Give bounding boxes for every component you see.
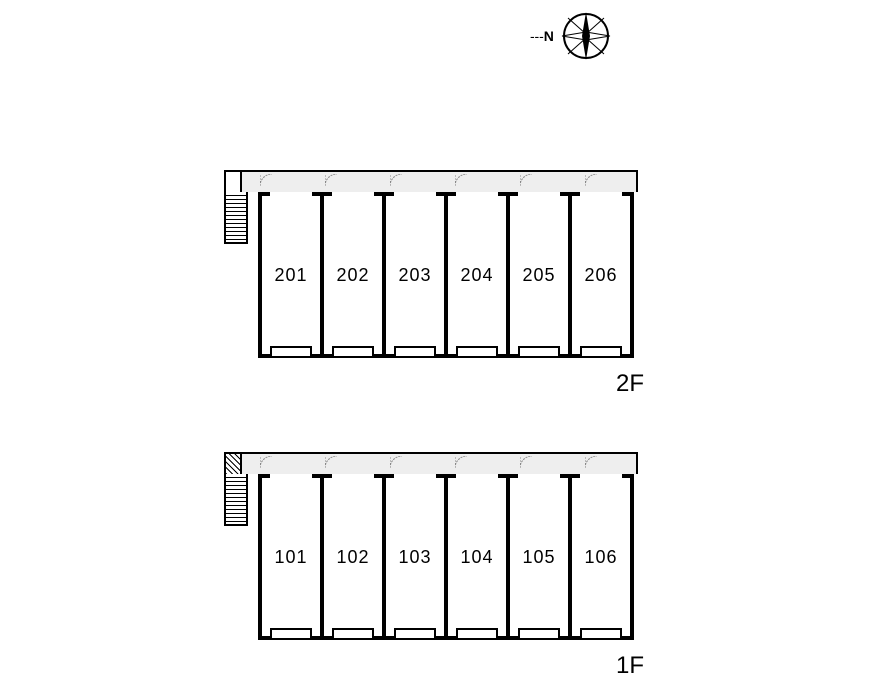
unit-205: 205 xyxy=(510,196,572,354)
unit-102: 102 xyxy=(324,478,386,636)
unit-201: 201 xyxy=(262,196,324,354)
window-sill xyxy=(518,346,560,358)
door-icon xyxy=(390,456,408,468)
unit-106: 106 xyxy=(572,478,630,636)
compass: - - - N xyxy=(530,8,614,64)
unit-label: 206 xyxy=(584,265,617,286)
door-icon xyxy=(585,456,603,468)
door-icon xyxy=(520,456,538,468)
door-icon xyxy=(260,456,278,468)
unit-label: 105 xyxy=(522,547,555,568)
window-sill xyxy=(270,628,312,640)
door-icon xyxy=(325,174,343,186)
unit-label: 205 xyxy=(522,265,555,286)
window-sill xyxy=(456,628,498,640)
window-sill xyxy=(332,346,374,358)
doors-row-2f xyxy=(260,174,603,186)
unit-label: 202 xyxy=(336,265,369,286)
unit-label: 102 xyxy=(336,547,369,568)
compass-rose-icon xyxy=(558,8,614,64)
window-sill xyxy=(394,628,436,640)
floor-label-2f: 2F xyxy=(616,370,644,398)
door-icon xyxy=(455,174,473,186)
unit-label: 104 xyxy=(460,547,493,568)
unit-label: 101 xyxy=(274,547,307,568)
unit-label: 103 xyxy=(398,547,431,568)
window-sill xyxy=(332,628,374,640)
unit-105: 105 xyxy=(510,478,572,636)
unit-103: 103 xyxy=(386,478,448,636)
window-sill xyxy=(456,346,498,358)
unit-206: 206 xyxy=(572,196,630,354)
doors-row-1f xyxy=(260,456,603,468)
window-sill xyxy=(270,346,312,358)
door-icon xyxy=(585,174,603,186)
door-icon xyxy=(520,174,538,186)
stairs-1f xyxy=(224,474,248,526)
window-sill xyxy=(518,628,560,640)
window-sill xyxy=(580,628,622,640)
door-icon xyxy=(325,456,343,468)
compass-north-letter: N xyxy=(544,28,554,44)
unit-104: 104 xyxy=(448,478,510,636)
door-icon xyxy=(390,174,408,186)
floor-label-1f: 1F xyxy=(616,652,644,680)
stairs-2f xyxy=(224,192,248,244)
unit-label: 204 xyxy=(460,265,493,286)
unit-204: 204 xyxy=(448,196,510,354)
unit-203: 203 xyxy=(386,196,448,354)
unit-label: 106 xyxy=(584,547,617,568)
unit-label: 203 xyxy=(398,265,431,286)
unit-label: 201 xyxy=(274,265,307,286)
compass-dashes: - - - xyxy=(530,28,542,44)
units-row-2f: 201 202 203 204 205 206 xyxy=(258,192,634,358)
door-icon xyxy=(455,456,473,468)
unit-202: 202 xyxy=(324,196,386,354)
door-icon xyxy=(260,174,278,186)
window-sill xyxy=(394,346,436,358)
unit-101: 101 xyxy=(262,478,324,636)
units-row-1f: 101 102 103 104 105 106 xyxy=(258,474,634,640)
window-sill xyxy=(580,346,622,358)
